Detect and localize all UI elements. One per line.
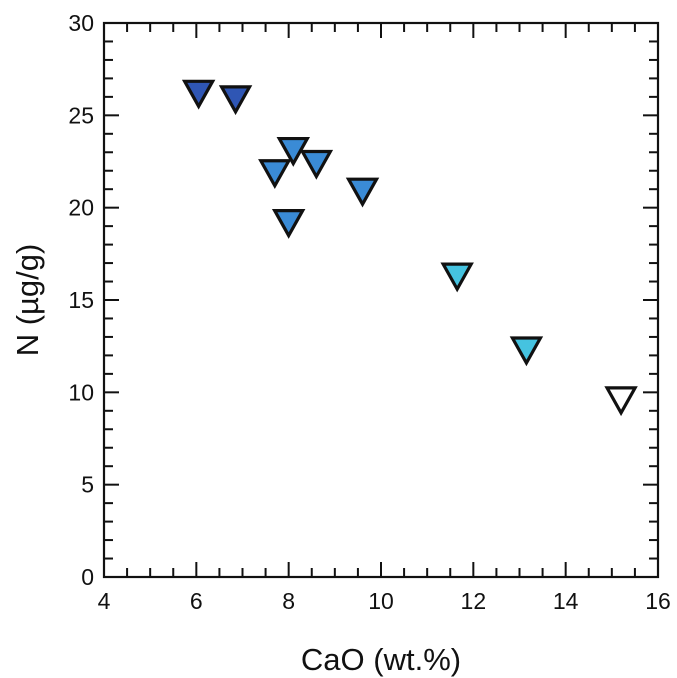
y-tick-label: 5 [81,472,94,498]
data-point [604,386,638,417]
y-axis-title: N (µg/g) [10,244,45,357]
x-tick-label: 10 [368,588,394,614]
y-tick-label: 25 [68,102,94,128]
y-tick-label: 30 [68,10,94,36]
x-tick-label: 14 [553,588,579,614]
x-tick-label: 4 [98,588,111,614]
plot-frame [102,21,660,579]
data-point [345,177,380,208]
x-axis-title: CaO (wt.%) [301,642,461,677]
data-point [276,136,311,167]
axis-ticks [103,22,659,578]
data-point [258,159,292,190]
data-point [218,85,253,116]
x-tick-label: 8 [282,588,295,614]
data-point [299,149,334,180]
data-points [181,79,638,417]
x-tick-label: 12 [461,588,487,614]
data-point [271,208,306,239]
data-point [440,262,474,293]
y-tick-label: 10 [68,379,94,405]
x-tick-label: 16 [645,588,671,614]
x-tick-label: 6 [190,588,203,614]
y-tick-label: 20 [68,195,94,221]
data-point [181,79,216,110]
y-tick-label: 15 [68,287,94,313]
tick-labels: 4 6 8 10 12 14 16 0 5 10 15 20 25 30 [68,10,670,614]
data-point [509,336,544,367]
y-tick-label: 0 [81,564,94,590]
